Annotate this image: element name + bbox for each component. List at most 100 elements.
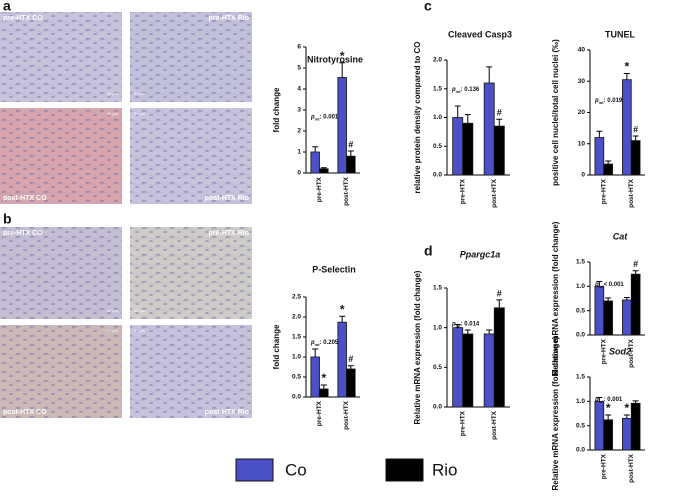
y-tick-label: 5	[297, 65, 301, 72]
p-subscript: int	[456, 323, 462, 328]
error-bar	[632, 400, 639, 404]
y-tick-label: 0.5	[433, 143, 442, 150]
y-tick-label: 1.5	[433, 85, 442, 92]
chart-title: TUNEL	[605, 29, 635, 39]
error-bar	[312, 146, 319, 152]
bar	[493, 125, 505, 176]
bar	[630, 402, 641, 451]
p-symbol: p	[451, 321, 456, 327]
error-bar	[596, 130, 603, 138]
bar	[346, 368, 356, 398]
x-tick-label: pre-HTX	[600, 338, 607, 364]
x-tick-label: pre-HTX	[316, 400, 323, 426]
error-bar	[486, 329, 493, 335]
bar	[594, 137, 605, 176]
bar	[630, 140, 641, 176]
error-bar	[339, 315, 346, 323]
x-tick-label: post-HTX	[628, 338, 635, 368]
error-bar	[623, 72, 630, 80]
bar	[483, 82, 495, 176]
bar	[594, 400, 605, 451]
significance-marker: *	[625, 60, 630, 74]
y-tick-label: 6	[297, 44, 301, 51]
micrograph-label: post-HTX CO	[3, 195, 47, 202]
significance-marker: #	[348, 354, 353, 364]
p-annotation: pint: 0.136	[451, 86, 480, 93]
micrograph-texture	[0, 325, 122, 418]
y-tick-label: 40	[578, 47, 586, 54]
chart-title: Cleaved Casp3	[448, 29, 512, 39]
micrograph-texture	[0, 108, 122, 204]
p-text: : 0.019	[604, 98, 623, 104]
y-tick-label: 2.0	[433, 57, 442, 64]
bar	[310, 151, 320, 174]
x-tick-label: pre-HTX	[600, 178, 607, 204]
micrograph-label: post-HTX CO	[3, 409, 47, 416]
p-subscript: int	[315, 116, 321, 121]
error-bar	[632, 135, 639, 141]
y-tick-label: 0.0	[576, 332, 585, 339]
y-tick-label: 4	[297, 86, 301, 93]
p-text: < 0.001	[604, 281, 625, 287]
p-subscript: int	[599, 283, 605, 288]
legend-label: Co	[285, 460, 307, 479]
bar	[310, 356, 320, 398]
significance-marker: #	[497, 108, 502, 118]
error-bar	[347, 150, 354, 157]
significance-marker: #	[348, 139, 353, 149]
micrograph-texture	[130, 108, 252, 204]
error-bar	[496, 299, 503, 308]
bar	[594, 285, 605, 336]
error-bar	[623, 414, 630, 419]
x-tick-label: post-HTX	[628, 178, 635, 208]
error-bar	[454, 105, 461, 118]
x-tick-label: post-HTX	[343, 400, 350, 430]
y-tick-label: 30	[578, 78, 586, 85]
significance-marker: *	[340, 49, 345, 63]
error-bar	[596, 280, 603, 287]
error-bar	[596, 396, 603, 402]
y-tick-label: 0	[297, 170, 301, 177]
y-tick-label: 2.0	[292, 314, 301, 321]
p-annotation: pint: 0.019	[594, 98, 623, 105]
scale-label: 50 µm	[107, 91, 119, 96]
significance-marker: *	[321, 371, 326, 385]
chart-title: P-Selectin	[312, 264, 356, 274]
y-tick-label: 2	[297, 128, 301, 135]
x-tick-label: pre-HTX	[316, 176, 323, 202]
error-bar	[347, 365, 354, 369]
y-axis-label: positive cell nuclei/total cell nuclei (…	[551, 39, 560, 186]
error-bar	[605, 414, 612, 420]
x-tick-label: pre-HTX	[600, 453, 607, 479]
y-axis-label: fold change	[272, 87, 281, 132]
error-bar	[312, 348, 319, 357]
scale-label: 50 µm	[134, 91, 146, 96]
bar	[603, 419, 613, 451]
chart-title: Sod2	[609, 346, 631, 356]
panel-label: c	[424, 0, 432, 14]
bar	[462, 333, 474, 408]
y-tick-label: 1.5	[433, 285, 442, 292]
micrograph-texture	[0, 227, 122, 319]
bar	[462, 122, 474, 176]
scale-label: 50 µm	[107, 111, 119, 116]
y-tick-label: 0	[581, 172, 585, 179]
bar	[452, 327, 464, 408]
y-tick-label: 0.5	[292, 374, 301, 381]
scale-label: 50 µm	[107, 308, 119, 313]
micrograph-label: pre-HTX Rio	[209, 15, 249, 22]
p-symbol: p	[594, 396, 599, 402]
y-tick-label: 0.0	[433, 404, 442, 411]
y-tick-label: 1.0	[292, 354, 301, 361]
bar	[452, 117, 464, 176]
y-axis-label: Relative mRNA expression (fold change)	[551, 221, 560, 375]
bar	[603, 163, 613, 176]
panel-label: d	[424, 243, 433, 259]
micrograph-texture	[0, 12, 122, 102]
p-subscript: int	[599, 398, 605, 403]
y-tick-label: 0.0	[576, 447, 585, 454]
y-tick-label: 0.0	[433, 172, 442, 179]
y-tick-label: 0.5	[576, 307, 585, 314]
bar	[483, 333, 495, 408]
chart-title: Nitrotyrosine	[307, 54, 363, 64]
